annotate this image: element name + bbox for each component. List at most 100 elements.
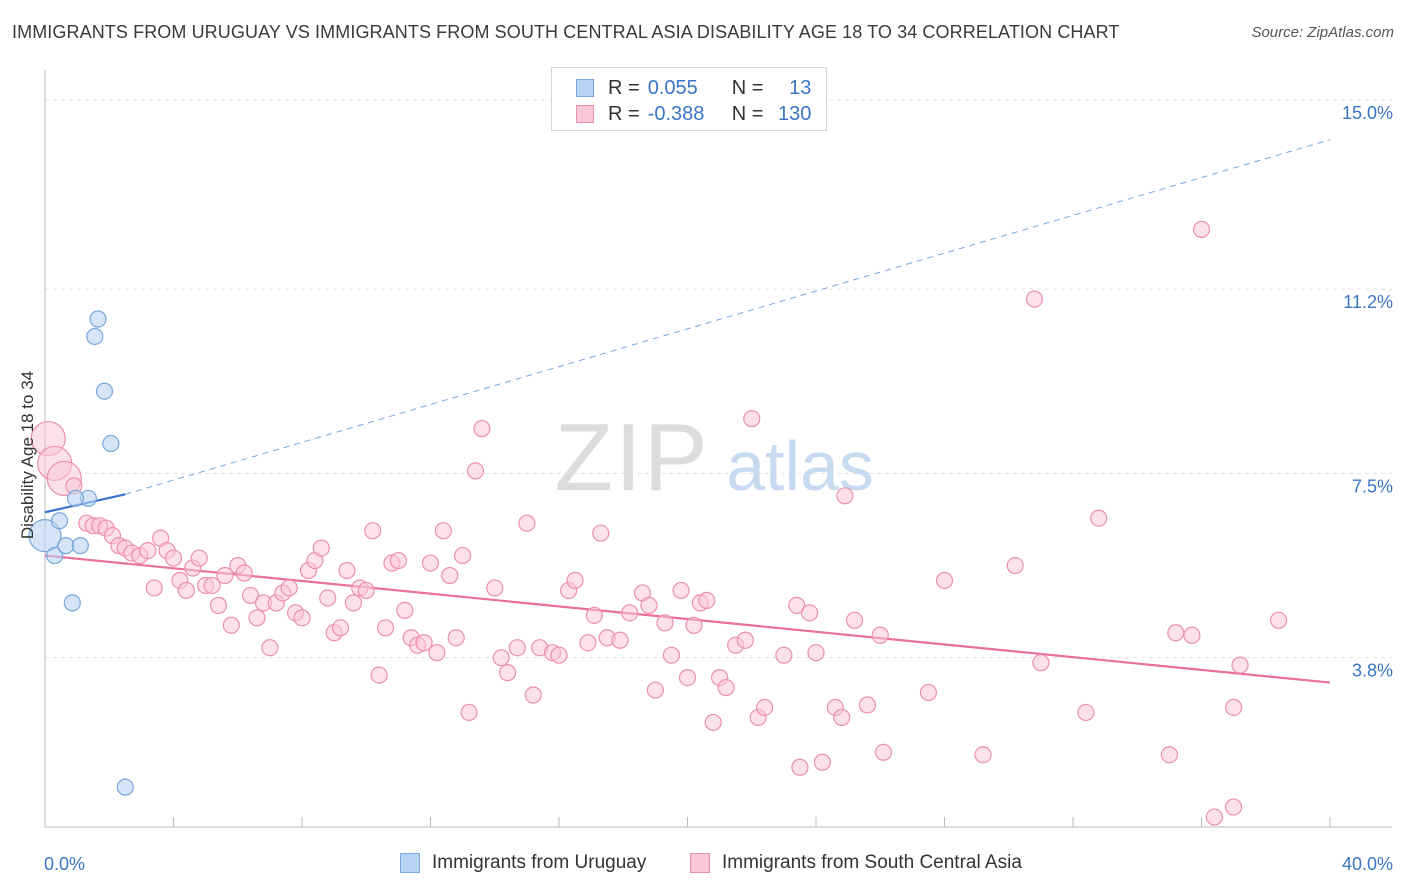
data-point-south-central-asia (874, 743, 893, 761)
data-point-south-central-asia (376, 619, 395, 637)
data-point-south-central-asia (331, 619, 350, 637)
gridlines (45, 99, 1392, 659)
data-point-south-central-asia (788, 596, 806, 614)
data-point-south-central-asia (312, 539, 330, 557)
data-point-south-central-asia (242, 586, 260, 605)
data-point-south-central-asia (775, 646, 793, 664)
data-point-south-central-asia (415, 634, 433, 652)
data-point-south-central-asia (592, 524, 610, 542)
data-point-uruguay (95, 382, 114, 400)
y-tick-label: 7.5% (1352, 476, 1393, 496)
data-point-south-central-asia (454, 546, 472, 565)
data-point-south-central-asia (396, 601, 414, 619)
legend-n-value: 130 (778, 102, 812, 125)
data-point-south-central-asia (858, 696, 877, 714)
y-tick-label: 15.0% (1342, 103, 1393, 123)
data-point-south-central-asia (678, 668, 697, 687)
legend-row-uruguay: R = 0.055 N = 13 (576, 76, 811, 100)
data-point-uruguay (28, 519, 62, 553)
data-point-south-central-asia (662, 646, 681, 664)
data-point-south-central-asia (646, 681, 664, 699)
data-point-south-central-asia (344, 594, 362, 612)
data-point-south-central-asia (389, 551, 407, 570)
data-point-uruguay (66, 489, 85, 507)
data-point-south-central-asia (364, 522, 382, 540)
legend-row-south-central-asia: R = -0.388 N = 130 (576, 102, 811, 126)
data-points (28, 220, 1288, 826)
data-point-south-central-asia (1090, 509, 1108, 527)
data-point-south-central-asia (919, 683, 938, 702)
data-point-south-central-asia (209, 596, 228, 614)
y-axis-title: Disability Age 18 to 34 (18, 371, 37, 539)
data-point-south-central-asia (447, 629, 465, 647)
data-point-south-central-asia (441, 566, 459, 585)
data-point-south-central-asia (508, 639, 526, 657)
data-point-south-central-asia (216, 566, 234, 585)
data-point-south-central-asia (473, 419, 491, 438)
data-point-south-central-asia (1006, 556, 1024, 575)
series-label-south-central-asia: Immigrants from South Central Asia (722, 852, 1022, 873)
series-legend: Immigrants from Uruguay Immigrants from … (0, 852, 1406, 878)
trend-line-uruguay-extended (125, 139, 1331, 495)
legend-r-value: -0.388 (647, 102, 705, 125)
series-swatch-uruguay (400, 853, 420, 873)
y-tick-label: 3.8% (1352, 661, 1393, 681)
data-point-south-central-asia (357, 581, 375, 600)
data-point-south-central-asia (640, 596, 658, 614)
data-point-south-central-asia (280, 579, 298, 597)
data-point-south-central-asia (319, 589, 337, 607)
data-point-south-central-asia (579, 634, 597, 652)
data-point-south-central-asia (1160, 746, 1178, 764)
data-point-south-central-asia (190, 549, 208, 567)
chart-title: IMMIGRANTS FROM URUGUAY VS IMMIGRANTS FR… (12, 22, 1120, 42)
data-point-south-central-asia (1192, 220, 1211, 238)
source-credit: Source: ZipAtlas.com (1251, 24, 1394, 41)
data-point-south-central-asia (466, 462, 485, 480)
legend-n-label: N = (731, 102, 764, 125)
watermark: ZIP atlas (554, 404, 874, 511)
data-point-uruguay (50, 512, 69, 530)
series-legend-uruguay[interactable]: Immigrants from Uruguay (400, 852, 646, 874)
series-swatch-south-central-asia (690, 853, 710, 873)
legend-swatch-uruguay (576, 79, 594, 97)
data-point-south-central-asia (1269, 611, 1288, 629)
data-point-south-central-asia (704, 713, 722, 732)
data-point-south-central-asia (836, 487, 854, 505)
data-point-south-central-asia (1231, 656, 1249, 674)
data-point-south-central-asia (164, 549, 183, 567)
data-point-south-central-asia (935, 571, 954, 590)
series-legend-south-central-asia[interactable]: Immigrants from South Central Asia (690, 852, 1022, 874)
data-point-uruguay (63, 594, 81, 612)
data-point-south-central-asia (1025, 290, 1044, 308)
data-point-south-central-asia (248, 609, 266, 627)
legend-n-label: N = (731, 76, 764, 99)
data-point-uruguay (57, 537, 75, 555)
data-point-uruguay (116, 778, 134, 796)
data-point-south-central-asia (222, 616, 240, 634)
data-point-south-central-asia (261, 639, 279, 657)
data-point-south-central-asia (755, 698, 774, 717)
data-point-south-central-asia (421, 554, 440, 572)
data-point-south-central-asia (791, 758, 809, 776)
data-point-south-central-asia (370, 666, 388, 684)
data-point-south-central-asia (145, 579, 163, 597)
x-tick-label: 40.0% (1342, 854, 1393, 874)
data-point-uruguay (71, 537, 89, 555)
data-point-south-central-asia (1077, 703, 1095, 722)
legend-swatch-south-central-asia (576, 105, 594, 123)
data-point-south-central-asia (1032, 654, 1050, 672)
y-tick-label: 11.2% (1343, 292, 1393, 312)
data-point-south-central-asia (177, 581, 195, 600)
data-point-south-central-asia (585, 606, 603, 624)
data-point-south-central-asia (871, 626, 889, 644)
data-point-south-central-asia (338, 561, 356, 580)
data-point-south-central-asia (974, 746, 992, 764)
stats-legend: R = 0.055 N = 13 R = -0.388 N = 130 (551, 67, 827, 131)
legend-n-value: 13 (789, 76, 812, 99)
data-point-south-central-asia (203, 576, 221, 595)
data-point-south-central-asia (736, 631, 754, 649)
watermark-zip: ZIP (554, 404, 709, 511)
data-point-south-central-asia (550, 646, 568, 664)
data-point-south-central-asia (698, 591, 716, 609)
